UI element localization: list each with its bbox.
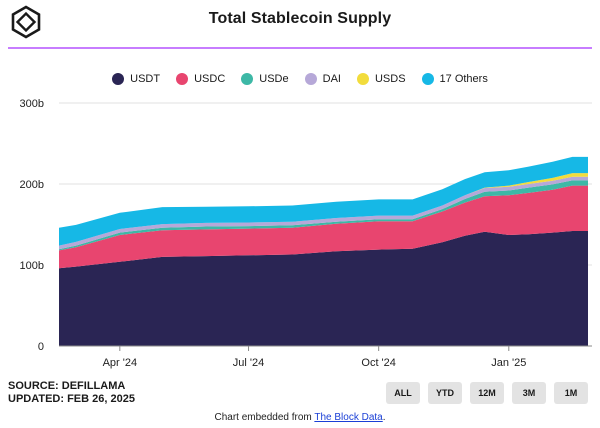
area-usde (59, 180, 588, 251)
y-tick-label: 300b (20, 98, 44, 110)
legend-item-dai[interactable]: DAI (304, 70, 341, 88)
area-17-others (59, 156, 588, 246)
y-tick-label: 0 (38, 341, 44, 353)
range-3m-button[interactable]: 3M (512, 382, 546, 404)
legend-item-usdt[interactable]: USDT (112, 70, 160, 88)
x-tick-label: Jan '25 (491, 357, 526, 369)
range-12m-button[interactable]: 12M (470, 382, 504, 404)
y-tick-label: 200b (20, 179, 44, 191)
the-block-data-link[interactable]: The Block Data (314, 412, 383, 423)
legend-swatch (241, 73, 254, 85)
legend-swatch (421, 73, 434, 85)
legend-label: USDS (374, 73, 406, 85)
area-usdt (59, 231, 588, 346)
legend-label: USDC (194, 73, 226, 85)
embed-note: Chart embedded from The Block Data. (0, 412, 600, 423)
source-label: SOURCE: DEFILLAMA (8, 380, 126, 392)
legend-item-usdc[interactable]: USDC (176, 70, 225, 88)
range-all-button[interactable]: ALL (386, 382, 420, 404)
legend-label: USDT (130, 73, 161, 85)
area-dai (59, 176, 588, 250)
y-tick-label: 100b (20, 260, 44, 272)
area-usdc (59, 185, 588, 269)
chart-legend: USDT USDC USDe DAI USDS 17 Others (0, 70, 600, 88)
legend-item-17-others[interactable]: 17 Others (421, 70, 488, 88)
legend-item-usds[interactable]: USDS (356, 70, 406, 88)
legend-label: DAI (322, 73, 341, 85)
range-ytd-button[interactable]: YTD (428, 382, 462, 404)
range-selector: ALL YTD 12M 3M 1M (386, 382, 588, 404)
the-block-logo-icon[interactable] (8, 4, 44, 40)
legend-swatch (112, 73, 125, 85)
header-divider (8, 47, 592, 49)
embed-suffix: . (382, 412, 386, 423)
x-tick-label: Apr '24 (103, 357, 138, 369)
legend-swatch (304, 73, 317, 85)
x-tick-label: Jul '24 (233, 357, 264, 369)
legend-item-usde[interactable]: USDe (241, 70, 289, 88)
range-1m-button[interactable]: 1M (554, 382, 588, 404)
chart-title: Total Stablecoin Supply (208, 10, 392, 27)
legend-swatch (176, 73, 189, 85)
legend-label: USDe (259, 73, 289, 85)
source-info: SOURCE: DEFILLAMA UPDATED: FEB 26, 2025 (8, 380, 135, 406)
updated-label: UPDATED: FEB 26, 2025 (8, 393, 135, 405)
embed-prefix: Chart embedded from (214, 412, 315, 423)
legend-swatch (356, 73, 369, 85)
legend-label: 17 Others (439, 73, 488, 85)
x-tick-label: Oct '24 (361, 357, 396, 369)
header: Total Stablecoin Supply (0, 0, 600, 49)
